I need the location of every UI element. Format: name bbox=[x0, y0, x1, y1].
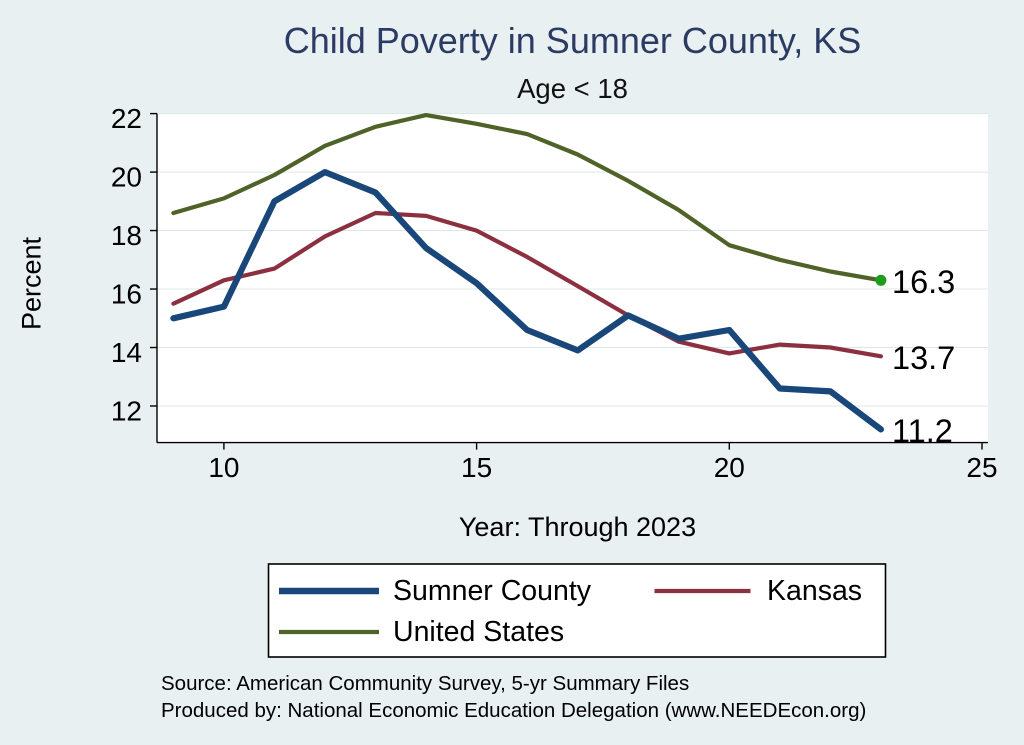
svg-text:Sumner County: Sumner County bbox=[393, 575, 592, 607]
svg-text:United States: United States bbox=[393, 616, 564, 648]
svg-text:Kansas: Kansas bbox=[767, 575, 862, 607]
